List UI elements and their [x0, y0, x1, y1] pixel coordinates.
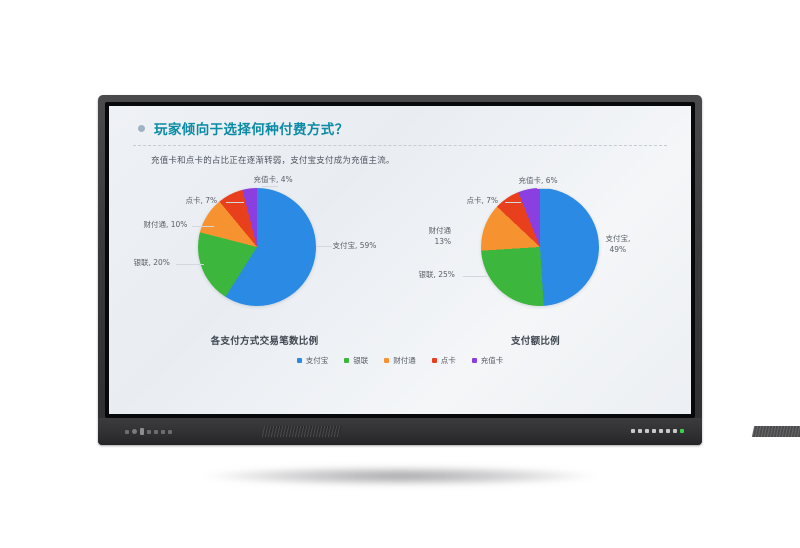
pie-label-left-unionpay: 银联, 20% — [133, 258, 170, 267]
pie-wrap-left: 支付宝, 59% 银联, 20% 财付通, 10% 点卡, 7% 充值卡, 4% — [130, 175, 400, 326]
chin-control-buttons[interactable] — [125, 428, 172, 435]
leader-line-left-rechargecard — [261, 186, 278, 187]
bullet-dot-icon — [138, 124, 145, 132]
led-power-green — [680, 429, 684, 433]
legend-swatch-icon — [296, 358, 302, 363]
pie-label-right-tenpay-line2: 13% — [434, 237, 452, 246]
presentation-slide: 玩家倾向于选择何种付费方式？ 充值卡和点卡的占比正在逐渐转弱，支付宝支付成为充值… — [109, 106, 691, 414]
legend-item-label: 点卡 — [440, 356, 456, 365]
legend-item-label: 银联 — [353, 356, 369, 365]
legend-swatch-icon — [384, 358, 390, 363]
chin-button-volume-down[interactable] — [154, 429, 158, 434]
page-title: 玩家倾向于选择何种付费方式？ — [154, 122, 349, 138]
legend-item[interactable]: 支付宝 — [296, 355, 329, 366]
display-chin — [98, 418, 800, 445]
slide-header: 玩家倾向于选择何种付费方式？ — [129, 118, 671, 138]
legend-item[interactable]: 银联 — [344, 355, 368, 366]
pie-chart-left — [197, 188, 316, 306]
pie-label-left-rechargecard: 充值卡, 4% — [253, 175, 293, 184]
leader-line-right-gamecard — [504, 202, 521, 203]
speaker-grille-right — [751, 426, 800, 437]
pie-label-right-tenpay-line1: 财付通 — [428, 226, 452, 235]
chart-payment-amount-share: 支付宝, 49% 银联, 25% 财付通 13% 点卡, 7% 充值卡, 6% … — [401, 176, 671, 351]
legend-item-label: 财付通 — [393, 356, 416, 365]
legend-swatch-icon — [431, 358, 437, 363]
pie-label-left-tenpay: 财付通, 10% — [143, 220, 188, 229]
legend-item[interactable]: 点卡 — [431, 355, 456, 366]
legend-item-label: 支付宝 — [305, 356, 329, 365]
chart-legend: 支付宝 银联 财付通 点卡 充值卡 — [129, 355, 671, 366]
chin-button-input[interactable] — [147, 429, 151, 434]
led-indicator-5 — [659, 429, 663, 433]
pie-label-right-alipay-line1: 支付宝, — [605, 234, 631, 243]
pie-chart-right — [480, 188, 599, 306]
led-indicator-4 — [652, 429, 656, 433]
leader-line-left-gamecard — [225, 202, 244, 203]
chin-indicator-leds — [631, 429, 684, 433]
leader-line-left-unionpay — [175, 264, 204, 265]
led-indicator-1 — [631, 429, 635, 433]
pie-label-right-rechargecard: 充值卡, 6% — [518, 176, 558, 185]
leader-line-left-alipay — [315, 246, 332, 247]
chin-button-volume-up[interactable] — [161, 429, 165, 434]
chart-title-right: 支付额比例 — [510, 336, 560, 347]
pie-label-left-gamecard: 点卡, 7% — [185, 196, 218, 205]
chin-button-power[interactable] — [132, 429, 137, 434]
legend-swatch-icon — [344, 358, 350, 363]
charts-row: 支付宝, 59% 银联, 20% 财付通, 10% 点卡, 7% 充值卡, 4%… — [129, 175, 671, 351]
leader-line-right-unionpay — [462, 276, 487, 277]
device-drop-shadow — [205, 466, 595, 486]
legend-item-label: 充值卡 — [480, 356, 504, 365]
chart-transaction-count-share: 支付宝, 59% 银联, 20% 财付通, 10% 点卡, 7% 充值卡, 4%… — [130, 175, 400, 351]
pie-wrap-right: 支付宝, 49% 银联, 25% 财付通 13% 点卡, 7% 充值卡, 6% — [401, 176, 671, 326]
chin-button-home[interactable] — [140, 428, 144, 435]
led-indicator-3 — [645, 429, 649, 433]
chart-title-left: 各支付方式交易笔数比例 — [210, 336, 319, 347]
chin-button-settings[interactable] — [168, 429, 172, 434]
header-divider — [133, 145, 667, 146]
screen: 玩家倾向于选择何种付费方式？ 充值卡和点卡的占比正在逐渐转弱，支付宝支付成为充值… — [109, 106, 691, 414]
pie-label-right-gamecard: 点卡, 7% — [466, 196, 499, 205]
interactive-flat-panel-display: 玩家倾向于选择何种付费方式？ 充值卡和点卡的占比正在逐渐转弱，支付宝支付成为充值… — [98, 95, 800, 445]
led-indicator-7 — [673, 429, 677, 433]
leader-line-right-rechargecard — [536, 188, 549, 189]
led-indicator-6 — [666, 429, 670, 433]
legend-swatch-icon — [471, 358, 477, 363]
legend-item[interactable]: 充值卡 — [471, 355, 504, 366]
pie-label-right-unionpay: 银联, 25% — [418, 270, 455, 279]
slide-subtitle: 充值卡和点卡的占比正在逐渐转弱，支付宝支付成为充值主流。 — [151, 156, 395, 166]
legend-item[interactable]: 财付通 — [384, 355, 416, 366]
speaker-grille-left — [261, 426, 343, 437]
led-indicator-2 — [638, 429, 642, 433]
chin-button-menu[interactable] — [125, 429, 129, 434]
pie-label-right-alipay-line2: 49% — [609, 245, 627, 254]
leader-line-left-tenpay — [191, 226, 214, 227]
pie-label-left-alipay: 支付宝, 59% — [332, 241, 377, 250]
